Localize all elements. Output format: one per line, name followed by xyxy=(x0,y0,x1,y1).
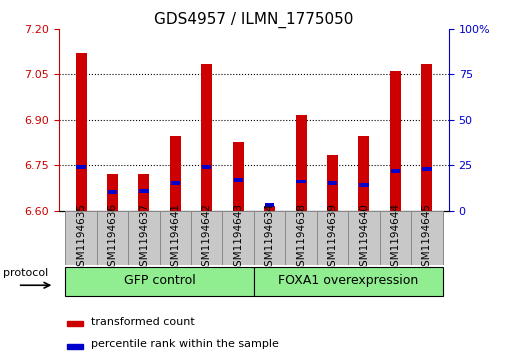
Text: GSM1194638: GSM1194638 xyxy=(296,203,306,273)
Text: GFP control: GFP control xyxy=(124,274,195,287)
Text: GSM1194643: GSM1194643 xyxy=(233,203,243,273)
Bar xyxy=(264,206,275,211)
Text: GSM1194639: GSM1194639 xyxy=(327,203,338,273)
Bar xyxy=(65,266,254,296)
Bar xyxy=(128,211,160,265)
Bar xyxy=(76,165,86,169)
Text: GSM1194637: GSM1194637 xyxy=(139,203,149,273)
Text: GSM1194634: GSM1194634 xyxy=(265,203,274,273)
Title: GDS4957 / ILMN_1775050: GDS4957 / ILMN_1775050 xyxy=(154,12,353,28)
Bar xyxy=(171,181,180,185)
Bar xyxy=(139,174,149,211)
Text: GSM1194640: GSM1194640 xyxy=(359,203,369,273)
Bar xyxy=(97,211,128,265)
Bar xyxy=(391,168,400,173)
Bar xyxy=(233,178,243,182)
Bar xyxy=(139,188,149,192)
Bar xyxy=(223,211,254,265)
Bar xyxy=(107,174,118,211)
Bar xyxy=(75,53,87,211)
Bar xyxy=(295,115,307,211)
Bar xyxy=(233,142,244,211)
Text: transformed count: transformed count xyxy=(91,317,195,327)
Text: GSM1194635: GSM1194635 xyxy=(76,203,86,273)
Bar xyxy=(421,64,432,211)
Text: GSM1194636: GSM1194636 xyxy=(107,203,117,273)
Bar xyxy=(380,211,411,265)
Bar xyxy=(285,211,317,265)
Bar xyxy=(160,211,191,265)
Bar xyxy=(411,211,443,265)
Bar xyxy=(359,136,369,211)
Bar xyxy=(65,211,97,265)
Text: FOXA1 overexpression: FOXA1 overexpression xyxy=(278,274,419,287)
Text: protocol: protocol xyxy=(3,268,48,278)
Bar xyxy=(202,165,211,169)
Bar xyxy=(317,211,348,265)
Text: GSM1194645: GSM1194645 xyxy=(422,203,432,273)
Bar xyxy=(254,266,443,296)
Bar xyxy=(390,72,401,211)
Text: GSM1194641: GSM1194641 xyxy=(170,203,181,273)
Bar xyxy=(348,211,380,265)
Text: GSM1194642: GSM1194642 xyxy=(202,203,212,273)
Bar xyxy=(67,344,83,349)
Bar xyxy=(265,203,274,207)
Bar xyxy=(328,181,337,185)
Bar xyxy=(422,167,431,171)
Text: percentile rank within the sample: percentile rank within the sample xyxy=(91,339,279,349)
Bar xyxy=(108,190,117,194)
Text: GSM1194644: GSM1194644 xyxy=(390,203,401,273)
Bar xyxy=(327,155,338,211)
Bar xyxy=(201,64,212,211)
Bar xyxy=(359,183,369,187)
Bar xyxy=(191,211,223,265)
Bar xyxy=(170,136,181,211)
Bar xyxy=(67,321,83,326)
Bar xyxy=(297,179,306,183)
Bar xyxy=(254,211,285,265)
